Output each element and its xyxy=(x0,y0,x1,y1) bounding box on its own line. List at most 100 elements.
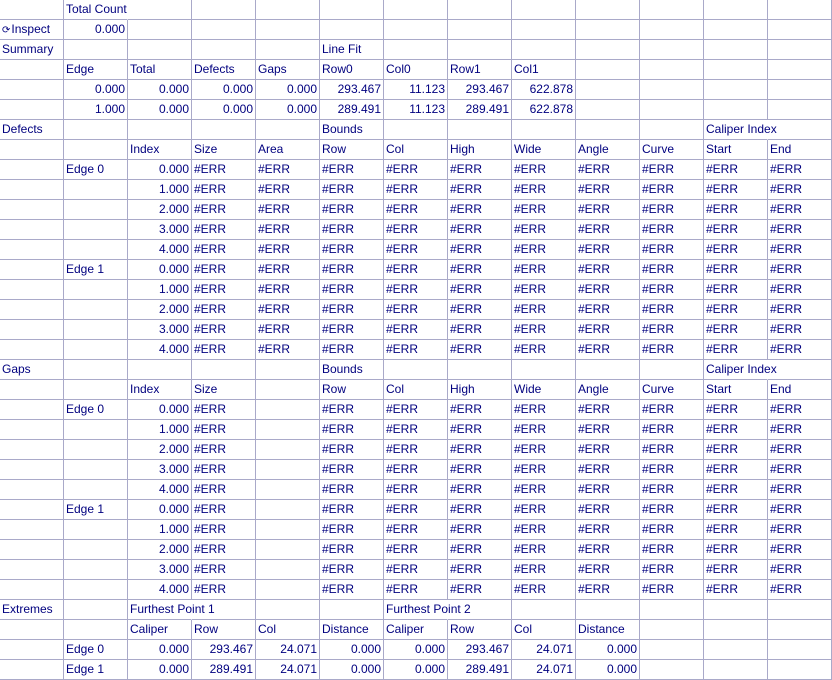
cell-r7-c9[interactable]: Angle xyxy=(576,140,640,160)
cell-r23-c10[interactable]: #ERR xyxy=(640,460,704,480)
cell-r27-c1[interactable] xyxy=(64,540,128,560)
cell-r7-c2[interactable]: Index xyxy=(128,140,192,160)
cell-r4-c2[interactable]: 0.000 xyxy=(128,80,192,100)
cell-r16-c5[interactable]: #ERR xyxy=(320,320,384,340)
cell-r14-c4[interactable]: #ERR xyxy=(256,280,320,300)
cell-r2-c6[interactable] xyxy=(384,40,448,60)
cell-r16-c8[interactable]: #ERR xyxy=(512,320,576,340)
cell-r7-c7[interactable]: High xyxy=(448,140,512,160)
cell-r29-c7[interactable]: #ERR xyxy=(448,580,512,600)
cell-r15-c2[interactable]: 2.000 xyxy=(128,300,192,320)
cell-r2-c9[interactable] xyxy=(576,40,640,60)
cell-r14-c10[interactable]: #ERR xyxy=(640,280,704,300)
cell-r9-c1[interactable] xyxy=(64,180,128,200)
cell-r5-c7[interactable]: 289.491 xyxy=(448,100,512,120)
cell-r10-c0[interactable] xyxy=(0,200,64,220)
cell-r25-c5[interactable]: #ERR xyxy=(320,500,384,520)
cell-r17-c1[interactable] xyxy=(64,340,128,360)
cell-r17-c9[interactable]: #ERR xyxy=(576,340,640,360)
cell-r13-c6[interactable]: #ERR xyxy=(384,260,448,280)
cell-r29-c5[interactable]: #ERR xyxy=(320,580,384,600)
cell-r21-c0[interactable] xyxy=(0,420,64,440)
cell-r26-c3[interactable]: #ERR xyxy=(192,520,256,540)
cell-r30-c11[interactable] xyxy=(704,600,768,620)
cell-r1-c7[interactable] xyxy=(448,20,512,40)
cell-r3-c8[interactable]: Col1 xyxy=(512,60,576,80)
cell-r32-c9[interactable]: 0.000 xyxy=(576,640,640,660)
cell-r12-c5[interactable]: #ERR xyxy=(320,240,384,260)
cell-r17-c4[interactable]: #ERR xyxy=(256,340,320,360)
cell-r5-c3[interactable]: 0.000 xyxy=(192,100,256,120)
cell-r22-c0[interactable] xyxy=(0,440,64,460)
cell-r29-c8[interactable]: #ERR xyxy=(512,580,576,600)
cell-r24-c11[interactable]: #ERR xyxy=(704,480,768,500)
cell-r13-c8[interactable]: #ERR xyxy=(512,260,576,280)
cell-r33-c10[interactable] xyxy=(640,660,704,680)
cell-r31-c3[interactable]: Row xyxy=(192,620,256,640)
cell-r25-c10[interactable]: #ERR xyxy=(640,500,704,520)
cell-r0-c12[interactable] xyxy=(768,0,832,20)
cell-r15-c12[interactable]: #ERR xyxy=(768,300,832,320)
cell-r7-c1[interactable] xyxy=(64,140,128,160)
cell-r6-c5[interactable]: Bounds xyxy=(320,120,384,140)
cell-r24-c5[interactable]: #ERR xyxy=(320,480,384,500)
cell-r29-c0[interactable] xyxy=(0,580,64,600)
cell-r30-c4[interactable] xyxy=(256,600,320,620)
cell-r2-c3[interactable] xyxy=(192,40,256,60)
cell-r24-c4[interactable] xyxy=(256,480,320,500)
cell-r20-c8[interactable]: #ERR xyxy=(512,400,576,420)
cell-r13-c1[interactable]: Edge 1 xyxy=(64,260,128,280)
cell-r18-c1[interactable] xyxy=(64,360,128,380)
cell-r22-c5[interactable]: #ERR xyxy=(320,440,384,460)
cell-r15-c8[interactable]: #ERR xyxy=(512,300,576,320)
cell-r6-c11[interactable]: Caliper Index xyxy=(704,120,777,140)
cell-r22-c4[interactable] xyxy=(256,440,320,460)
cell-r16-c4[interactable]: #ERR xyxy=(256,320,320,340)
cell-r14-c11[interactable]: #ERR xyxy=(704,280,768,300)
cell-r26-c0[interactable] xyxy=(0,520,64,540)
cell-r24-c9[interactable]: #ERR xyxy=(576,480,640,500)
cell-r27-c12[interactable]: #ERR xyxy=(768,540,832,560)
cell-r16-c11[interactable]: #ERR xyxy=(704,320,768,340)
cell-r9-c0[interactable] xyxy=(0,180,64,200)
cell-r21-c7[interactable]: #ERR xyxy=(448,420,512,440)
cell-r30-c12[interactable] xyxy=(768,600,832,620)
cell-r16-c9[interactable]: #ERR xyxy=(576,320,640,340)
cell-r11-c5[interactable]: #ERR xyxy=(320,220,384,240)
cell-r3-c1[interactable]: Edge xyxy=(64,60,128,80)
cell-r16-c3[interactable]: #ERR xyxy=(192,320,256,340)
cell-r6-c8[interactable] xyxy=(512,120,576,140)
cell-r10-c6[interactable]: #ERR xyxy=(384,200,448,220)
cell-r19-c2[interactable]: Index xyxy=(128,380,192,400)
cell-r7-c3[interactable]: Size xyxy=(192,140,256,160)
cell-r30-c2[interactable]: Furthest Point 1 xyxy=(128,600,215,620)
cell-r25-c0[interactable] xyxy=(0,500,64,520)
cell-r18-c8[interactable] xyxy=(512,360,576,380)
cell-r23-c0[interactable] xyxy=(0,460,64,480)
cell-r19-c9[interactable]: Angle xyxy=(576,380,640,400)
cell-r23-c1[interactable] xyxy=(64,460,128,480)
cell-r27-c0[interactable] xyxy=(0,540,64,560)
cell-r6-c6[interactable] xyxy=(384,120,448,140)
cell-r25-c2[interactable]: 0.000 xyxy=(128,500,192,520)
cell-r3-c9[interactable] xyxy=(576,60,640,80)
cell-r20-c9[interactable]: #ERR xyxy=(576,400,640,420)
cell-r33-c6[interactable]: 0.000 xyxy=(384,660,448,680)
cell-r15-c11[interactable]: #ERR xyxy=(704,300,768,320)
cell-r8-c6[interactable]: #ERR xyxy=(384,160,448,180)
cell-r21-c3[interactable]: #ERR xyxy=(192,420,256,440)
cell-r7-c5[interactable]: Row xyxy=(320,140,384,160)
cell-r6-c3[interactable] xyxy=(192,120,256,140)
cell-r27-c8[interactable]: #ERR xyxy=(512,540,576,560)
cell-r25-c9[interactable]: #ERR xyxy=(576,500,640,520)
cell-r4-c8[interactable]: 622.878 xyxy=(512,80,576,100)
cell-r32-c3[interactable]: 293.467 xyxy=(192,640,256,660)
cell-r12-c10[interactable]: #ERR xyxy=(640,240,704,260)
cell-r31-c2[interactable]: Caliper xyxy=(128,620,192,640)
cell-r18-c12[interactable] xyxy=(768,360,832,380)
cell-r5-c8[interactable]: 622.878 xyxy=(512,100,576,120)
cell-r8-c11[interactable]: #ERR xyxy=(704,160,768,180)
cell-r29-c4[interactable] xyxy=(256,580,320,600)
cell-r25-c4[interactable] xyxy=(256,500,320,520)
cell-r29-c3[interactable]: #ERR xyxy=(192,580,256,600)
